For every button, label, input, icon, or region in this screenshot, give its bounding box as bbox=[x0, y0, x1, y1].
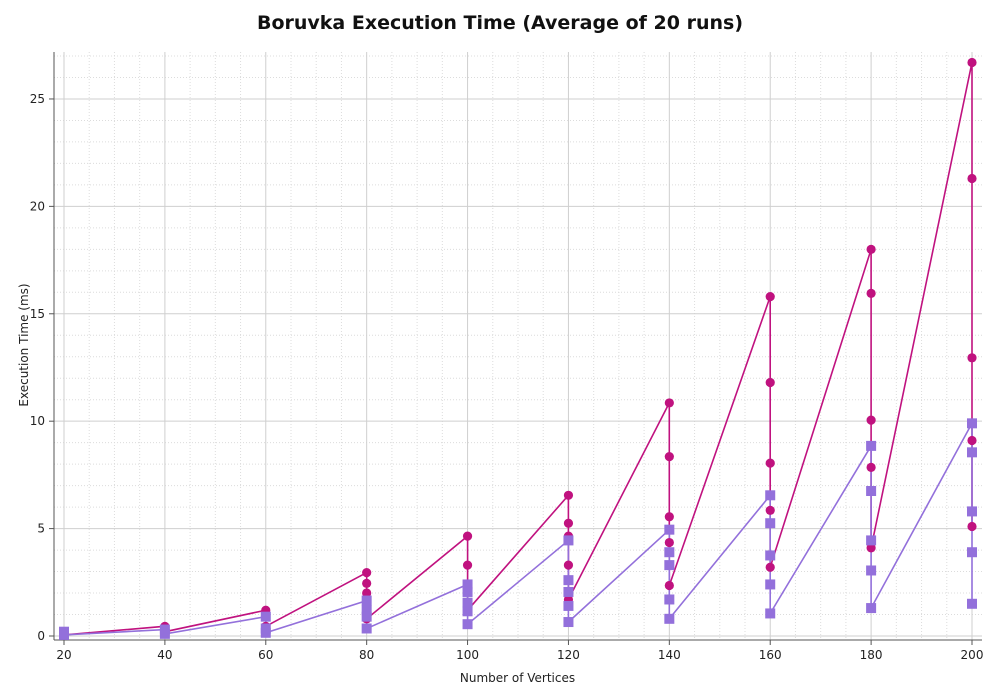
data-point-circle bbox=[967, 173, 977, 184]
data-point-circle bbox=[664, 580, 674, 591]
chart-title: Boruvka Execution Time (Average of 20 ru… bbox=[256, 12, 744, 34]
data-point-square bbox=[967, 447, 977, 458]
y-tick-label: 15 bbox=[30, 307, 45, 321]
data-point-circle bbox=[664, 537, 674, 548]
data-point-square bbox=[664, 560, 675, 571]
data-point-square bbox=[563, 586, 574, 597]
data-point-square bbox=[967, 418, 977, 429]
data-point-square bbox=[462, 619, 473, 630]
data-point-square bbox=[361, 611, 372, 622]
data-point-circle bbox=[462, 531, 473, 541]
data-point-square bbox=[765, 579, 776, 590]
x-tick-label: 40 bbox=[157, 648, 172, 662]
x-tick-label: 140 bbox=[658, 648, 681, 662]
data-point-circle bbox=[563, 560, 574, 570]
x-tick-label: 160 bbox=[759, 648, 782, 662]
data-point-square bbox=[361, 595, 372, 606]
data-point-square bbox=[967, 547, 977, 558]
data-point-circle bbox=[866, 543, 876, 553]
data-point-square bbox=[765, 550, 776, 561]
x-tick-label: 120 bbox=[557, 648, 580, 662]
data-point-circle bbox=[765, 377, 775, 388]
data-point-circle bbox=[664, 398, 674, 408]
y-tick-label: 25 bbox=[30, 92, 45, 106]
x-tick-label: 180 bbox=[860, 648, 883, 662]
data-point-square bbox=[361, 623, 372, 634]
data-point-square bbox=[866, 565, 877, 576]
data-point-circle bbox=[563, 518, 574, 528]
data-point-circle bbox=[563, 490, 574, 500]
data-point-square bbox=[159, 628, 170, 639]
data-point-square bbox=[59, 629, 69, 640]
data-point-square bbox=[260, 627, 271, 638]
x-axis-label: Number of Vertices bbox=[459, 671, 576, 685]
data-point-square bbox=[765, 518, 776, 529]
data-point-square bbox=[664, 594, 675, 605]
data-point-circle bbox=[866, 288, 876, 298]
data-point-circle bbox=[967, 521, 977, 532]
data-point-square bbox=[967, 506, 977, 517]
data-point-circle bbox=[967, 353, 977, 363]
data-point-square bbox=[563, 617, 574, 628]
data-point-square bbox=[967, 598, 977, 609]
data-point-square bbox=[462, 606, 473, 617]
data-point-square bbox=[563, 575, 574, 586]
data-point-square bbox=[866, 535, 877, 546]
data-point-square bbox=[664, 547, 675, 558]
data-point-circle bbox=[967, 435, 977, 446]
x-tick-label: 60 bbox=[258, 648, 273, 662]
data-point-square bbox=[765, 490, 776, 501]
data-point-circle bbox=[765, 562, 775, 572]
data-point-square bbox=[765, 608, 776, 619]
data-point-square bbox=[866, 486, 877, 496]
y-tick-label: 5 bbox=[37, 522, 45, 536]
data-point-square bbox=[563, 535, 574, 546]
data-point-circle bbox=[967, 57, 977, 68]
data-point-circle bbox=[462, 560, 473, 570]
data-point-circle bbox=[765, 458, 775, 468]
x-tick-label: 100 bbox=[456, 648, 479, 662]
y-tick-label: 10 bbox=[30, 414, 45, 428]
data-point-square bbox=[361, 605, 372, 616]
data-point-circle bbox=[362, 568, 372, 578]
data-point-circle bbox=[362, 578, 372, 588]
data-point-circle bbox=[765, 291, 775, 302]
data-point-square bbox=[260, 611, 271, 622]
data-point-square bbox=[563, 600, 574, 611]
x-tick-label: 20 bbox=[56, 648, 71, 662]
data-point-circle bbox=[866, 415, 876, 425]
data-point-square bbox=[866, 440, 877, 451]
data-point-square bbox=[462, 586, 473, 597]
data-point-square bbox=[664, 524, 675, 535]
data-point-square bbox=[664, 613, 675, 624]
data-point-square bbox=[462, 597, 473, 608]
data-point-circle bbox=[664, 512, 674, 522]
data-point-circle bbox=[866, 462, 876, 472]
y-tick-label: 0 bbox=[37, 629, 45, 643]
data-point-square bbox=[866, 603, 877, 614]
x-tick-label: 80 bbox=[359, 648, 374, 662]
data-point-circle bbox=[664, 452, 674, 462]
data-point-circle bbox=[765, 505, 775, 515]
data-point-circle bbox=[362, 588, 372, 598]
x-tick-label: 200 bbox=[961, 648, 984, 662]
data-point-circle bbox=[866, 244, 876, 254]
y-tick-label: 20 bbox=[30, 199, 45, 213]
data-point-square bbox=[462, 579, 473, 590]
